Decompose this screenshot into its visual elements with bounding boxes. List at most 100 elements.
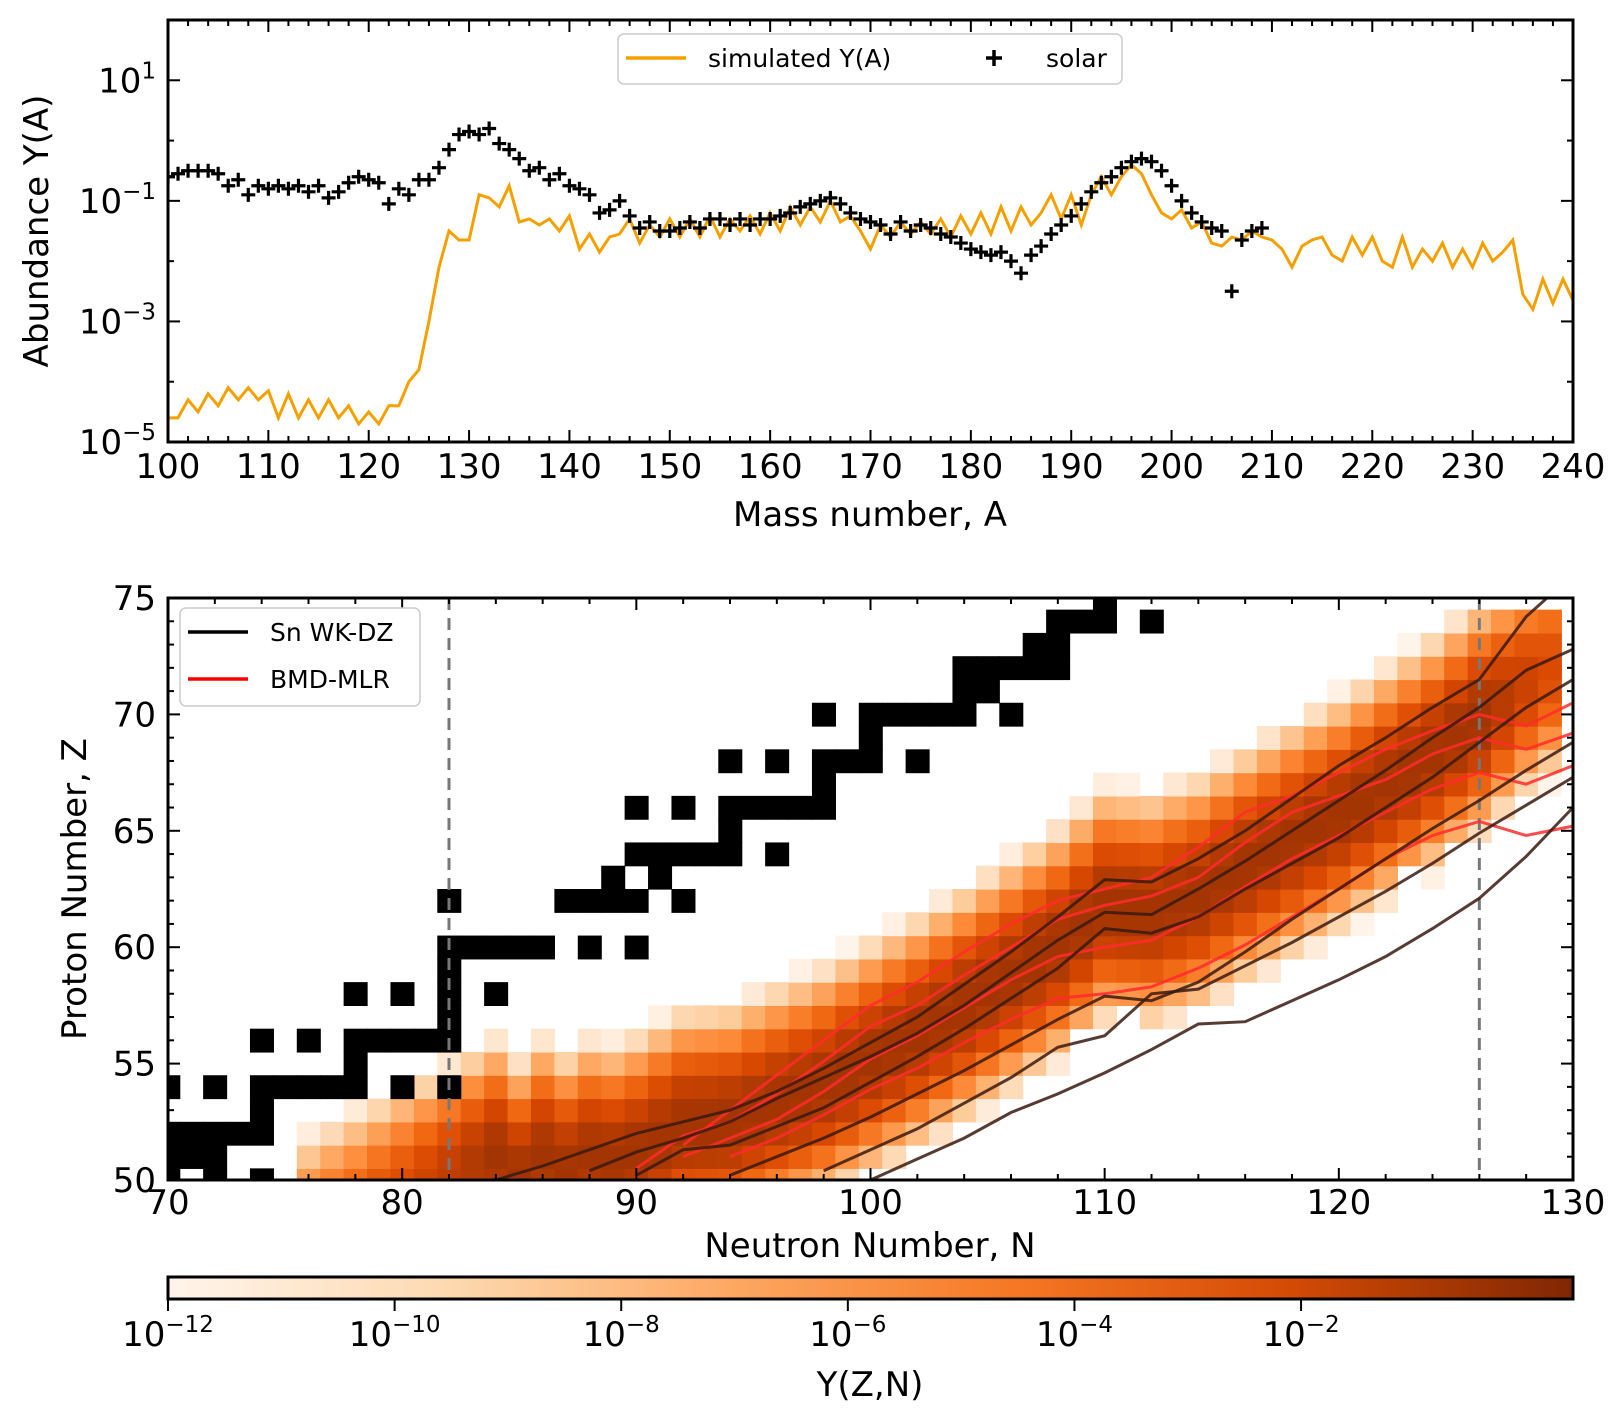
heatmap-cell <box>975 889 1000 913</box>
heatmap-cell <box>1397 702 1422 727</box>
heatmap-cell <box>1303 749 1328 774</box>
stable-nucleus <box>484 935 509 960</box>
solar-point <box>1124 154 1139 169</box>
solar-point <box>261 181 276 196</box>
stable-nucleus <box>648 865 673 890</box>
heatmap-cell <box>648 1051 673 1076</box>
heatmap-cells <box>296 609 1562 1180</box>
solar-point <box>221 178 236 193</box>
heatmap-cell <box>1163 935 1188 960</box>
stable-nucleus <box>168 1075 181 1100</box>
heatmap-cell <box>1139 1005 1164 1030</box>
stable-nucleus <box>249 1121 274 1146</box>
stable-nucleus <box>507 935 532 960</box>
solar-point <box>933 227 948 242</box>
solar-point <box>492 136 507 151</box>
stable-nucleus <box>484 982 509 1006</box>
solar-point <box>251 178 266 193</box>
colorbar-gradient <box>166 1275 1575 1301</box>
heatmap-cell <box>788 1098 813 1123</box>
legend-sn-wkdz-label: Sn WK-DZ <box>270 618 394 647</box>
heatmap-cell <box>554 1121 579 1146</box>
heatmap-cell <box>1186 772 1211 797</box>
heatmap-cell <box>1233 749 1258 774</box>
top-x-axis-title: Mass number, A <box>733 495 1007 535</box>
stable-nucleus <box>648 842 673 867</box>
heatmap-cell <box>484 1121 509 1146</box>
heatmap-cell <box>530 1075 555 1100</box>
solar-point <box>1164 178 1179 193</box>
heatmap-cell <box>1256 958 1281 983</box>
solar-point <box>431 160 446 175</box>
y-tick-label: 65 <box>113 812 156 852</box>
solar-point <box>1014 266 1029 281</box>
heatmap-cell <box>1373 702 1398 727</box>
solar-point <box>1104 169 1119 184</box>
stable-nucleus <box>811 749 836 774</box>
solar-point <box>452 127 467 142</box>
heatmap-cell <box>929 958 954 983</box>
heatmap-cell <box>882 1145 907 1169</box>
heatmap-cell <box>460 1051 485 1076</box>
stable-nucleus <box>858 749 883 774</box>
heatmap-cell <box>905 1098 930 1123</box>
heatmap-cell <box>788 982 813 1006</box>
stable-nucleus <box>975 679 1000 704</box>
stable-nucleus <box>952 702 977 727</box>
heatmap-cell <box>1186 819 1211 844</box>
x-tick-label: 130 <box>1541 1183 1606 1223</box>
heatmap-cell <box>1327 912 1352 937</box>
stable-nucleus <box>835 749 860 774</box>
y-tick-label: 70 <box>113 695 156 735</box>
heatmap-cell <box>413 1075 438 1100</box>
stable-nucleus <box>367 1028 392 1053</box>
stable-nucleus <box>390 982 415 1006</box>
heatmap-cell <box>296 1145 321 1169</box>
heatmap-cell <box>1327 889 1352 913</box>
stable-nucleus <box>1046 632 1071 657</box>
colorbar: 10−12 10−10 10−8 10−6 10−4 10−2 Y(Z,N) <box>122 1275 1575 1405</box>
sn-wkdz-line <box>869 806 1573 1180</box>
heatmap-cell <box>1139 842 1164 867</box>
heatmap-cell <box>929 889 954 913</box>
solar-point <box>281 181 296 196</box>
stable-nucleus <box>788 795 813 820</box>
heatmap-cell <box>788 1051 813 1076</box>
solar-point <box>913 217 928 232</box>
x-tick-label: 130 <box>437 447 502 487</box>
heatmap-cell <box>1116 772 1141 797</box>
heatmap-cell <box>1373 679 1398 704</box>
heatmap-cell <box>1233 889 1258 913</box>
heatmap-cell <box>413 1145 438 1169</box>
heatmap-cell <box>1046 1028 1071 1053</box>
x-tick-label: 90 <box>615 1183 658 1223</box>
heatmap-cell <box>507 1098 532 1123</box>
stable-nucleus <box>624 935 649 960</box>
heatmap-cell <box>1303 935 1328 960</box>
heatmap-cell <box>1069 982 1094 1006</box>
heatmap-cell <box>1210 795 1235 820</box>
heatmap-cell <box>413 1121 438 1146</box>
stable-nucleus <box>437 1005 462 1030</box>
heatmap-cell <box>1163 819 1188 844</box>
heatmap-cell <box>1092 772 1117 797</box>
stable-nucleus <box>249 1098 274 1123</box>
stable-nucleus <box>168 1121 181 1146</box>
heatmap-cell <box>1092 889 1117 913</box>
solar-point <box>1234 233 1249 248</box>
heatmap-cell <box>648 1145 673 1169</box>
stable-nucleus <box>343 982 368 1006</box>
stable-nucleus <box>249 1028 274 1053</box>
solar-point <box>1254 220 1269 235</box>
heatmap-cell <box>390 1145 415 1169</box>
heatmap-cell <box>811 1145 836 1169</box>
sn-wkdz-line <box>635 678 1573 1177</box>
heatmap-cell <box>858 1098 883 1123</box>
heatmap-cell <box>367 1145 392 1169</box>
heatmap-cell <box>1420 795 1445 820</box>
heatmap-cell <box>1397 632 1422 657</box>
top-y-axis-title: Abundance Y(A) <box>17 95 57 368</box>
solar-point <box>1244 224 1259 238</box>
heatmap-cell <box>1256 935 1281 960</box>
heatmap-cell <box>1514 726 1539 750</box>
